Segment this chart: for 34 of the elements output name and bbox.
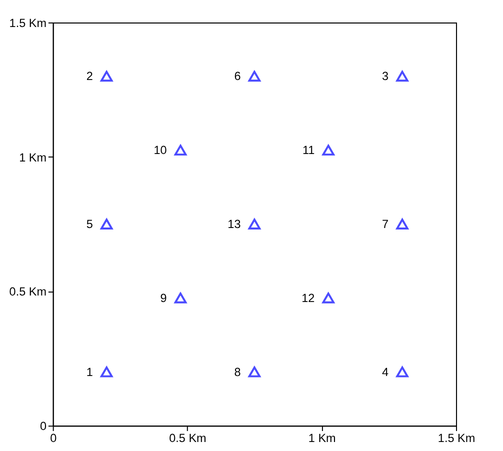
point (396, 70, 408, 82)
annotation: 7 (382, 218, 389, 231)
point (248, 70, 261, 82)
point (322, 144, 334, 156)
annotation: 1 (86, 366, 93, 379)
annotation: 2 (86, 70, 93, 84)
annotation: 5 (86, 218, 94, 231)
annotation: 4 (382, 366, 390, 379)
annotation: 11 (302, 144, 315, 158)
point (174, 144, 187, 156)
annotation: 13 (228, 218, 242, 231)
point (396, 218, 408, 230)
x-tick-label: 1.5 Km (438, 432, 476, 445)
point (100, 366, 113, 378)
annotation: 9 (160, 292, 167, 305)
point (100, 70, 113, 82)
annotation: 12 (302, 292, 315, 305)
point (100, 218, 113, 230)
x-tick-label: 1 Km (308, 432, 336, 445)
point (248, 218, 261, 230)
x-tick-label: 0.5 Km (169, 432, 206, 445)
y-tick-label: 0.5 Km (9, 286, 46, 299)
annotation: 3 (382, 70, 390, 84)
point (174, 292, 187, 304)
point (322, 292, 334, 304)
y-tick-label: 1 Km (19, 151, 46, 164)
y-tick-label: 1.5 Km (9, 16, 46, 30)
y-tick-label: 0 (40, 420, 47, 434)
point (248, 366, 261, 378)
x-tick-label: 0 (50, 432, 58, 445)
annotation: 6 (234, 70, 242, 84)
annotation: 8 (234, 366, 242, 379)
annotation: 10 (154, 144, 168, 158)
point (396, 366, 408, 378)
